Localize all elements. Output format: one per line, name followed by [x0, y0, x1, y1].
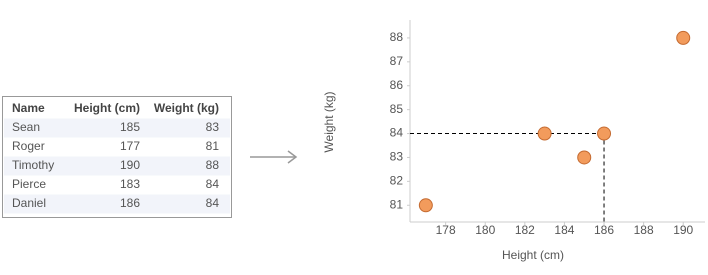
- table-cell: 84: [206, 177, 220, 191]
- table-cell: Roger: [12, 139, 45, 153]
- y-tick-label: 83: [390, 150, 404, 164]
- point: [597, 126, 612, 141]
- table-cell: 81: [206, 139, 220, 153]
- point: [676, 30, 691, 45]
- y-tick-label: 85: [390, 102, 404, 116]
- arrow-head: [287, 150, 298, 164]
- x-tick-label: 190: [673, 223, 693, 237]
- scatter-chart: Height (cm) Weight (kg) 178 180 182 184 186 1…: [322, 20, 705, 262]
- table-cell: Sean: [12, 120, 40, 134]
- y-tick-label: 88: [390, 30, 404, 44]
- point: [537, 126, 552, 141]
- table-cell: 183: [120, 177, 140, 191]
- y-axis-label: Weight (kg): [322, 91, 336, 152]
- x-tick-label: 182: [515, 223, 535, 237]
- table: Name Height (cm) Weight (kg) Sean 185 83 Roger…: [4, 101, 230, 214]
- table-cell: 84: [206, 196, 220, 210]
- x-axis-label: Height (cm): [502, 248, 564, 262]
- table-cell: 83: [206, 120, 220, 134]
- x-tick-label: 186: [594, 223, 614, 237]
- column-header: Height (cm): [74, 101, 140, 115]
- y-tick-label: 82: [390, 174, 404, 188]
- table-cell: Pierce: [12, 177, 46, 191]
- point: [418, 198, 433, 213]
- row-band: [4, 118, 230, 138]
- x-tick-label: 184: [554, 223, 574, 237]
- y-tick-label: 84: [390, 126, 404, 140]
- x-tick-label: 188: [634, 223, 654, 237]
- point: [577, 150, 592, 165]
- y-tick-label: 81: [390, 197, 404, 211]
- table-cell: 186: [120, 196, 140, 210]
- table-cell: 177: [120, 139, 140, 153]
- table-cell: 88: [206, 158, 220, 172]
- column-header: Weight (kg): [154, 101, 219, 115]
- x-tick-label: 178: [436, 223, 456, 237]
- table-cell: Timothy: [12, 158, 54, 172]
- x-tick-label: 180: [475, 223, 495, 237]
- column-header: Name: [12, 101, 45, 115]
- row-band: [4, 194, 230, 214]
- y-tick-label: 86: [390, 78, 404, 92]
- row-band: [4, 156, 230, 176]
- table-cell: Daniel: [12, 196, 46, 210]
- y-tick-label: 87: [390, 54, 404, 68]
- table-cell: 190: [120, 158, 140, 172]
- table-cell: 185: [120, 120, 140, 134]
